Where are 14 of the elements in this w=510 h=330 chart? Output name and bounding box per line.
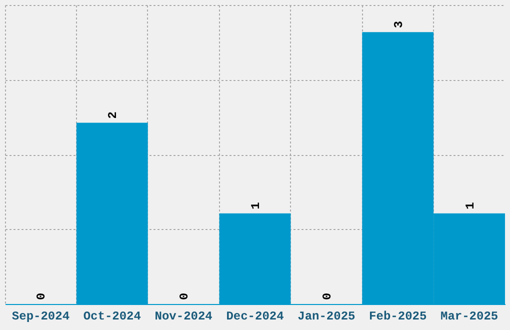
x-tick-label: Nov-2024 [154, 310, 212, 324]
data-label: 0 [178, 292, 192, 300]
x-tick-label: Jan-2025 [298, 310, 356, 324]
x-tick-label: Mar-2025 [440, 310, 498, 324]
data-label: 1 [249, 202, 263, 210]
data-label: 0 [34, 292, 49, 300]
x-tick-label: Dec-2024 [226, 310, 284, 324]
x-tick-label: Feb-2025 [369, 310, 427, 324]
data-label: 2 [106, 112, 120, 119]
data-label: 1 [463, 202, 478, 210]
x-tick-label: Oct-2024 [83, 310, 141, 324]
data-label: 3 [392, 20, 406, 28]
x-tick-label: Sep-2024 [12, 310, 70, 324]
data-label: 0 [320, 292, 334, 300]
